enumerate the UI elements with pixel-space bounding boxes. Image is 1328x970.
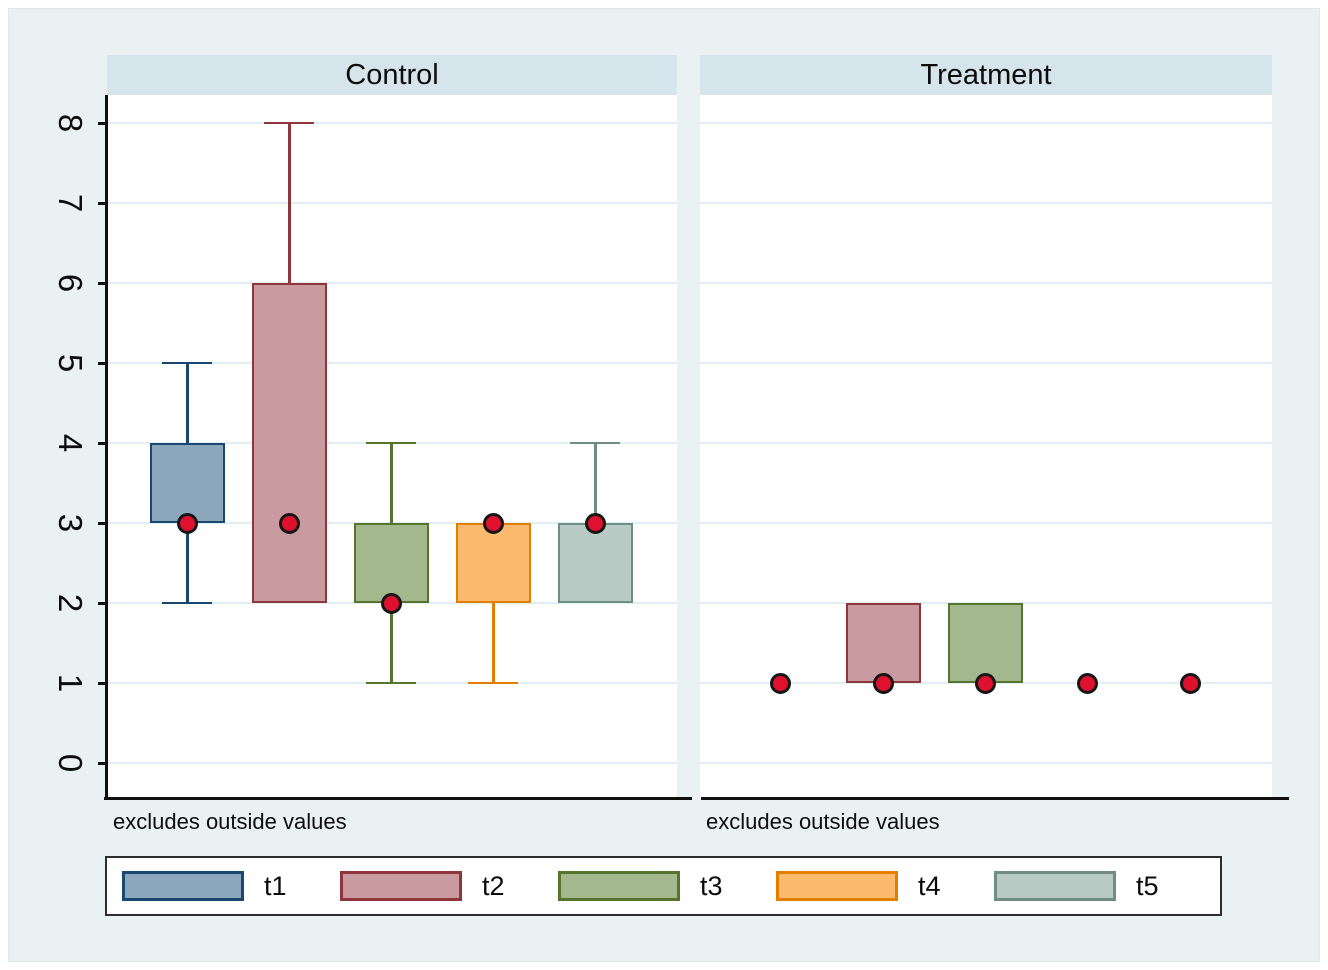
box-t2 — [251, 283, 327, 603]
gridline — [107, 362, 677, 364]
gridline — [107, 282, 677, 284]
gridline — [700, 202, 1272, 204]
legend-swatch-t5 — [994, 871, 1116, 901]
y-tick — [98, 521, 107, 525]
gridline — [700, 122, 1272, 124]
legend-item-t3: t3 — [558, 858, 723, 914]
gridline — [700, 442, 1272, 444]
y-tick — [98, 601, 107, 605]
y-tick-label: 3 — [52, 513, 89, 533]
whisker-cap-t5 — [570, 441, 621, 445]
median-dot-t4 — [482, 512, 504, 534]
median-dot-t1 — [770, 672, 792, 694]
legend-label-t4: t4 — [918, 870, 941, 901]
median-dot-t2 — [872, 672, 894, 694]
footnote-control: excludes outside values — [113, 809, 347, 834]
gridline — [700, 282, 1272, 284]
y-tick-label: 5 — [52, 353, 89, 373]
whisker-cap-t1 — [162, 601, 213, 605]
y-tick-label: 0 — [52, 753, 89, 773]
legend-item-t1: t1 — [122, 858, 287, 914]
y-axis-line — [105, 95, 108, 800]
legend-label-t3: t3 — [700, 870, 723, 901]
x-axis-line-control — [104, 797, 692, 800]
whisker-t3 — [390, 443, 393, 523]
box-t3 — [353, 523, 429, 603]
gridline — [700, 522, 1272, 524]
box-t3 — [947, 603, 1023, 683]
legend: t1 t2 t3 t4 t5 — [105, 856, 1222, 916]
box-t5 — [557, 523, 633, 603]
median-dot-t5 — [584, 512, 606, 534]
whisker-t1 — [186, 523, 189, 603]
median-dot-t2 — [278, 512, 300, 534]
footnote-treatment: excludes outside values — [706, 809, 940, 834]
panel-title-control: Control — [345, 58, 439, 91]
median-dot-t1 — [176, 512, 198, 534]
plot-region-treatment — [700, 95, 1272, 799]
y-tick — [98, 681, 107, 685]
whisker-cap-t4 — [468, 681, 519, 685]
legend-swatch-t1 — [122, 871, 244, 901]
y-tick — [98, 281, 107, 285]
whisker-cap-t2 — [264, 121, 315, 125]
box-t1 — [149, 443, 225, 523]
y-tick — [98, 201, 107, 205]
legend-label-t1: t1 — [264, 870, 287, 901]
legend-swatch-t4 — [776, 871, 898, 901]
whisker-cap-t1 — [162, 361, 213, 365]
median-dot-t3 — [380, 592, 402, 614]
median-dot-t3 — [974, 672, 996, 694]
legend-label-t5: t5 — [1136, 870, 1159, 901]
whisker-t4 — [492, 603, 495, 683]
legend-swatch-t3 — [558, 871, 680, 901]
whisker-t1 — [186, 363, 189, 443]
legend-item-t2: t2 — [340, 858, 505, 914]
panel-title-treatment: Treatment — [920, 58, 1052, 91]
panel-header-control: Control — [107, 55, 677, 95]
y-tick — [98, 761, 107, 765]
legend-swatch-t2 — [340, 871, 462, 901]
gridline — [107, 122, 677, 124]
y-tick — [98, 121, 107, 125]
box-t4 — [455, 523, 531, 603]
y-tick-label: 7 — [52, 193, 89, 213]
legend-label-t2: t2 — [482, 870, 505, 901]
x-axis-line-treatment — [701, 797, 1289, 800]
y-tick-label: 8 — [52, 113, 89, 133]
median-dot-t4 — [1077, 672, 1099, 694]
y-tick — [98, 361, 107, 365]
box-t2 — [845, 603, 921, 683]
gridline — [700, 762, 1272, 764]
median-dot-t5 — [1179, 672, 1201, 694]
legend-item-t4: t4 — [776, 858, 941, 914]
gridline — [107, 762, 677, 764]
whisker-t3 — [390, 603, 393, 683]
whisker-cap-t3 — [366, 441, 417, 445]
y-tick-label: 1 — [52, 673, 89, 693]
panel-header-treatment: Treatment — [700, 55, 1272, 95]
y-tick-label: 2 — [52, 593, 89, 613]
y-tick-label: 4 — [52, 433, 89, 453]
plot-region-control — [107, 95, 677, 799]
y-tick — [98, 441, 107, 445]
gridline — [700, 362, 1272, 364]
whisker-t2 — [288, 123, 291, 283]
legend-item-t5: t5 — [994, 858, 1159, 914]
whisker-t5 — [594, 443, 597, 523]
y-tick-label: 6 — [52, 273, 89, 293]
gridline — [107, 202, 677, 204]
whisker-cap-t3 — [366, 681, 417, 685]
